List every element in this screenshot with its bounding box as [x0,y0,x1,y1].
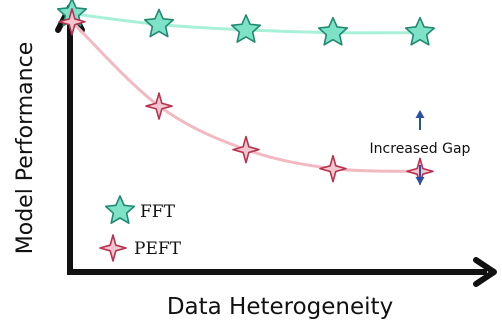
y-axis-label: Model Performance [13,42,38,254]
gap-arrow-up-head [415,110,425,118]
fft-markers [56,0,436,46]
gap-label: Increased Gap [370,141,471,157]
legend-fft-label: FFT [140,202,176,222]
legend: FFT PEFT [99,195,182,262]
legend-fft-star [104,195,136,224]
peft-point-3 [232,135,260,164]
legend-fft-marker [104,195,136,224]
peft-point-2 [145,92,173,120]
legend-peft-star [99,234,127,262]
legend-peft-marker [99,234,127,262]
fft-point-2 [143,8,175,38]
gap-arrow-down-head [415,177,425,185]
gap-annotation: Increased Gap [370,110,471,185]
legend-peft-label: PEFT [134,239,182,259]
peft-point-1 [58,7,86,36]
fft-point-3 [230,14,262,43]
fft-point-5 [404,16,436,46]
fft-point-4 [317,16,349,46]
x-axis-arrow [473,257,497,287]
peft-point-4 [319,154,347,183]
x-axis-label: Data Heterogeneity [167,294,393,320]
